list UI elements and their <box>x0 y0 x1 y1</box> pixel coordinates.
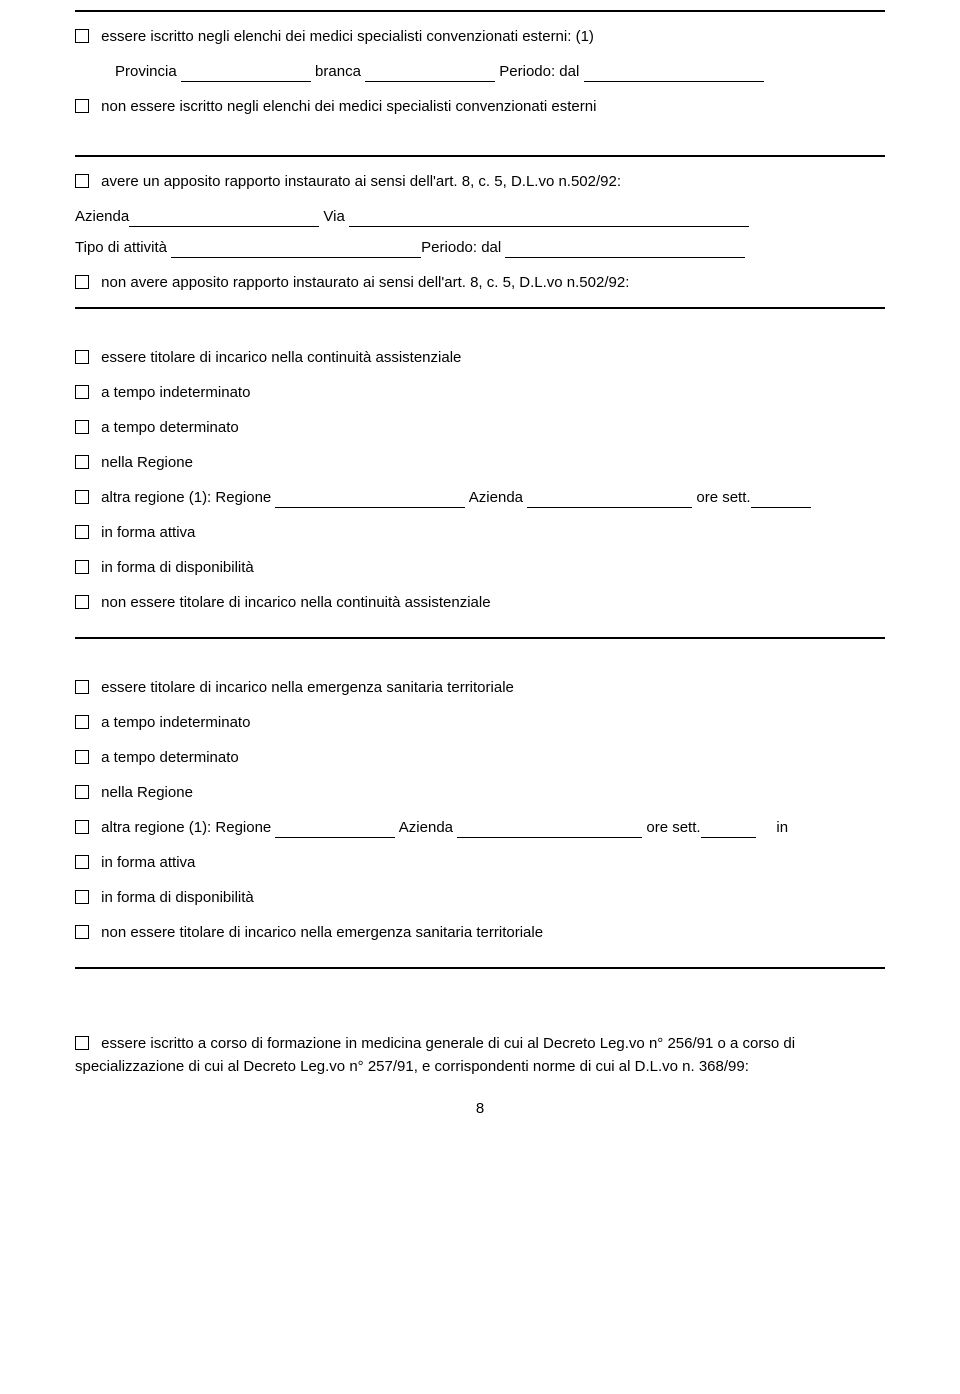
checkbox[interactable] <box>75 925 89 939</box>
checkbox[interactable] <box>75 174 89 188</box>
blank-azienda[interactable] <box>129 211 319 227</box>
text: a tempo determinato <box>101 419 239 436</box>
label-via: Via <box>323 208 344 225</box>
text: essere titolare di incarico nella emerge… <box>101 679 514 696</box>
checkbox[interactable] <box>75 385 89 399</box>
blank-provincia[interactable] <box>181 66 311 82</box>
text: in forma di disponibilità <box>101 559 254 576</box>
checkbox[interactable] <box>75 560 89 574</box>
label-periodo: Periodo: dal <box>421 239 501 256</box>
text: non essere titolare di incarico nella co… <box>101 594 490 611</box>
checkbox[interactable] <box>75 785 89 799</box>
blank-ore[interactable] <box>751 492 811 508</box>
text: in forma attiva <box>101 854 195 871</box>
text: non avere apposito rapporto instaurato a… <box>101 274 629 291</box>
label-tipo: Tipo di attività <box>75 239 167 256</box>
label-provincia: Provincia <box>115 63 177 80</box>
label-periodo: Periodo: dal <box>499 63 579 80</box>
blank-tipo[interactable] <box>171 242 421 258</box>
checkbox[interactable] <box>75 890 89 904</box>
checkbox[interactable] <box>75 715 89 729</box>
checkbox[interactable] <box>75 275 89 289</box>
label-ore: ore sett. <box>696 489 750 506</box>
text: non essere iscritto negli elenchi dei me… <box>101 98 596 115</box>
blank-periodo[interactable] <box>584 66 764 82</box>
label-azienda: Azienda <box>75 208 129 225</box>
text: nella Regione <box>101 784 193 801</box>
checkbox[interactable] <box>75 1036 89 1050</box>
blank-ore[interactable] <box>701 822 756 838</box>
label-azienda: Azienda <box>399 819 453 836</box>
label-azienda: Azienda <box>469 489 523 506</box>
divider <box>75 10 885 12</box>
label-altra-regione: altra regione (1): Regione <box>101 489 271 506</box>
label-in: in <box>776 819 788 836</box>
text: in forma attiva <box>101 524 195 541</box>
checkbox[interactable] <box>75 820 89 834</box>
label-altra-regione: altra regione (1): Regione <box>101 819 271 836</box>
divider <box>75 155 885 157</box>
blank-regione[interactable] <box>275 822 395 838</box>
page-number: 8 <box>75 1098 885 1119</box>
blank-periodo[interactable] <box>505 242 745 258</box>
text: non essere titolare di incarico nella em… <box>101 924 543 941</box>
checkbox[interactable] <box>75 855 89 869</box>
checkbox[interactable] <box>75 490 89 504</box>
checkbox[interactable] <box>75 455 89 469</box>
blank-via[interactable] <box>349 211 749 227</box>
label-branca: branca <box>315 63 361 80</box>
text: a tempo indeterminato <box>101 384 250 401</box>
text: essere iscritto negli elenchi dei medici… <box>101 28 594 45</box>
text: essere iscritto a corso di formazione in… <box>75 1035 795 1075</box>
checkbox[interactable] <box>75 99 89 113</box>
text: nella Regione <box>101 454 193 471</box>
blank-regione[interactable] <box>275 492 465 508</box>
checkbox[interactable] <box>75 420 89 434</box>
text: in forma di disponibilità <box>101 889 254 906</box>
blank-azienda[interactable] <box>457 822 642 838</box>
text: avere un apposito rapporto instaurato ai… <box>101 173 621 190</box>
blank-azienda[interactable] <box>527 492 692 508</box>
checkbox[interactable] <box>75 750 89 764</box>
text: essere titolare di incarico nella contin… <box>101 349 461 366</box>
checkbox[interactable] <box>75 595 89 609</box>
text: a tempo determinato <box>101 749 239 766</box>
checkbox[interactable] <box>75 525 89 539</box>
label-ore: ore sett. <box>646 819 700 836</box>
text: a tempo indeterminato <box>101 714 250 731</box>
blank-branca[interactable] <box>365 66 495 82</box>
checkbox[interactable] <box>75 29 89 43</box>
checkbox[interactable] <box>75 680 89 694</box>
checkbox[interactable] <box>75 350 89 364</box>
